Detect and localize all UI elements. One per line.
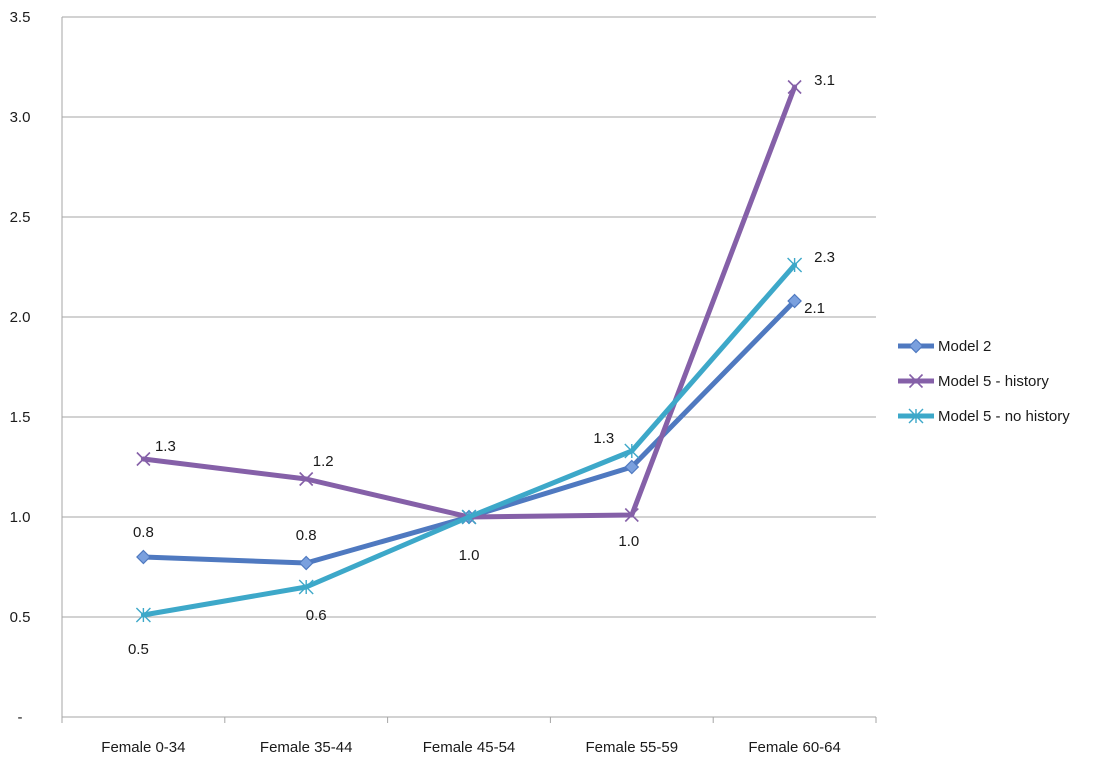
series-line-model-5-history bbox=[140, 84, 798, 520]
legend-label: Model 5 - history bbox=[938, 373, 1049, 390]
data-point-model-5-no-history bbox=[624, 443, 640, 459]
data-label-model-5-history: 1.3 bbox=[155, 438, 176, 455]
x-tick-label: Female 45-54 bbox=[423, 739, 516, 756]
data-point-model-5-history bbox=[624, 507, 639, 523]
marker-stroke bbox=[136, 451, 151, 467]
data-labels: 0.8 0.8 2.1 1.3 1.2 1.0 1.0 3.1 0.5 0.6 1.3 2.3 bbox=[128, 72, 835, 658]
axes: - 0.5 1.0 1.5 2.0 2.5 3.0 3.5 Female 0-34 Female … bbox=[10, 9, 877, 756]
legend-item-model-5-history: Model 5 - history bbox=[898, 373, 1049, 390]
data-point-model-5-no-history bbox=[787, 257, 803, 273]
marker-stroke bbox=[908, 373, 924, 389]
data-label-model-5-history: 1.2 bbox=[313, 453, 334, 470]
data-label-model-2: 0.8 bbox=[296, 527, 317, 544]
marker-stroke bbox=[624, 507, 639, 523]
data-point-model-5-history bbox=[787, 79, 802, 95]
data-label-model-5-no-history: 0.6 bbox=[306, 607, 327, 624]
data-label-model-5-history: 1.0 bbox=[459, 547, 480, 564]
x-tick-label: Female 55-59 bbox=[586, 739, 679, 756]
legend-label: Model 2 bbox=[938, 338, 991, 355]
gridlines bbox=[62, 16, 876, 618]
data-label-model-5-no-history: 0.5 bbox=[128, 641, 149, 658]
data-label-model-2: 0.8 bbox=[133, 524, 154, 541]
y-tick-label: 0.5 bbox=[10, 609, 31, 626]
x-tick-label: Female 60-64 bbox=[748, 739, 841, 756]
legend-marker bbox=[908, 338, 924, 354]
y-tick-label: 1.0 bbox=[10, 509, 31, 526]
data-point-model-2 bbox=[787, 293, 802, 309]
legend: Model 2 Model 5 - history Model 5 - no his… bbox=[898, 338, 1070, 425]
y-tick-label: 3.5 bbox=[10, 9, 31, 26]
data-label-model-5-no-history: 1.3 bbox=[593, 430, 614, 447]
x-tick-label: Female 35-44 bbox=[260, 739, 353, 756]
series-model-5-history bbox=[136, 79, 802, 525]
data-point-model-2 bbox=[136, 549, 151, 565]
data-label-model-5-history: 1.0 bbox=[618, 533, 639, 550]
y-tick-label: 2.5 bbox=[10, 209, 31, 226]
legend-item-model-2: Model 2 bbox=[898, 338, 991, 355]
marker-stroke bbox=[299, 471, 314, 487]
y-tick-label: 3.0 bbox=[10, 109, 31, 126]
x-tick-label: Female 0-34 bbox=[101, 739, 185, 756]
legend-marker bbox=[908, 373, 924, 389]
legend-item-model-5-no-history: Model 5 - no history bbox=[898, 408, 1070, 425]
y-tick-label: - bbox=[18, 709, 23, 726]
data-point-model-5-no-history bbox=[135, 607, 151, 623]
data-point-model-5-history bbox=[136, 451, 151, 467]
data-point-model-5-history bbox=[299, 471, 314, 487]
series-model-5-no-history bbox=[135, 257, 803, 623]
data-label-model-2: 2.1 bbox=[804, 300, 825, 317]
data-label-model-5-no-history: 2.3 bbox=[814, 249, 835, 266]
data-label-model-5-history: 3.1 bbox=[814, 72, 835, 89]
data-point-model-2 bbox=[624, 459, 640, 475]
marker-stroke bbox=[787, 79, 802, 95]
data-point-model-5-no-history bbox=[461, 509, 477, 525]
legend-marker bbox=[908, 408, 924, 424]
y-tick-label: 2.0 bbox=[10, 309, 31, 326]
data-point-model-2 bbox=[298, 555, 314, 571]
y-tick-label: 1.5 bbox=[10, 409, 31, 426]
legend-label: Model 5 - no history bbox=[938, 408, 1070, 425]
series bbox=[135, 79, 803, 623]
data-point-model-5-no-history bbox=[298, 579, 314, 595]
